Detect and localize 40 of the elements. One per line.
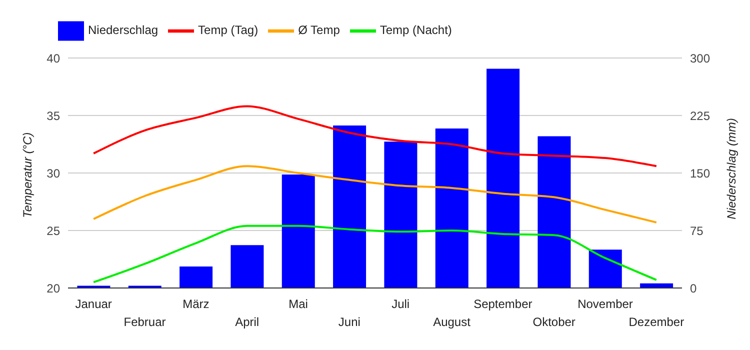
x-tick-label: Mai: [288, 297, 308, 311]
y-tick-label: 30: [46, 166, 60, 180]
y-tick-label: 40: [46, 51, 60, 66]
x-tick-label: Juli: [392, 297, 410, 311]
y2-tick-label: 150: [690, 166, 710, 180]
bar: [282, 174, 315, 288]
y-axis-title: Temperatur (°C): [20, 132, 34, 218]
y-tick-label: 25: [46, 224, 60, 238]
x-tick-label: August: [433, 315, 472, 329]
x-tick-label: November: [578, 297, 633, 311]
bar: [538, 136, 571, 288]
bar: [435, 128, 468, 288]
line-series: [92, 224, 658, 284]
x-tick-label: Oktober: [532, 315, 576, 329]
bar: [384, 142, 418, 288]
legend-label: Niederschlag: [88, 23, 158, 38]
x-tick-label: Dezember: [628, 315, 684, 329]
y-tick-label: 20: [46, 281, 60, 296]
bar: [230, 245, 264, 288]
bar: [180, 266, 213, 288]
x-tick-label: April: [235, 315, 260, 329]
y2-tick-label: 300: [690, 51, 710, 66]
y2-axis-title: Niederschlag (mm): [724, 118, 738, 220]
x-tick-label: Juni: [338, 315, 360, 329]
line-series: [92, 165, 658, 224]
y-tick-label: 35: [46, 108, 60, 123]
y2-tick-label: 225: [690, 108, 710, 123]
bar: [588, 250, 622, 288]
x-tick-label: Februar: [124, 315, 166, 329]
x-tick-label: September: [474, 297, 532, 311]
x-tick-label: März: [182, 297, 210, 311]
line-series: [92, 105, 658, 168]
bar: [333, 125, 366, 288]
legend-label: Temp (Tag): [198, 23, 258, 38]
y2-tick-label: 0: [690, 281, 697, 296]
y2-tick-label: 75: [690, 224, 704, 238]
legend-label: Ø Temp: [298, 23, 340, 38]
x-tick-label: Januar: [75, 297, 112, 311]
legend-label: Temp (Nacht): [380, 23, 452, 38]
bar: [486, 68, 520, 288]
